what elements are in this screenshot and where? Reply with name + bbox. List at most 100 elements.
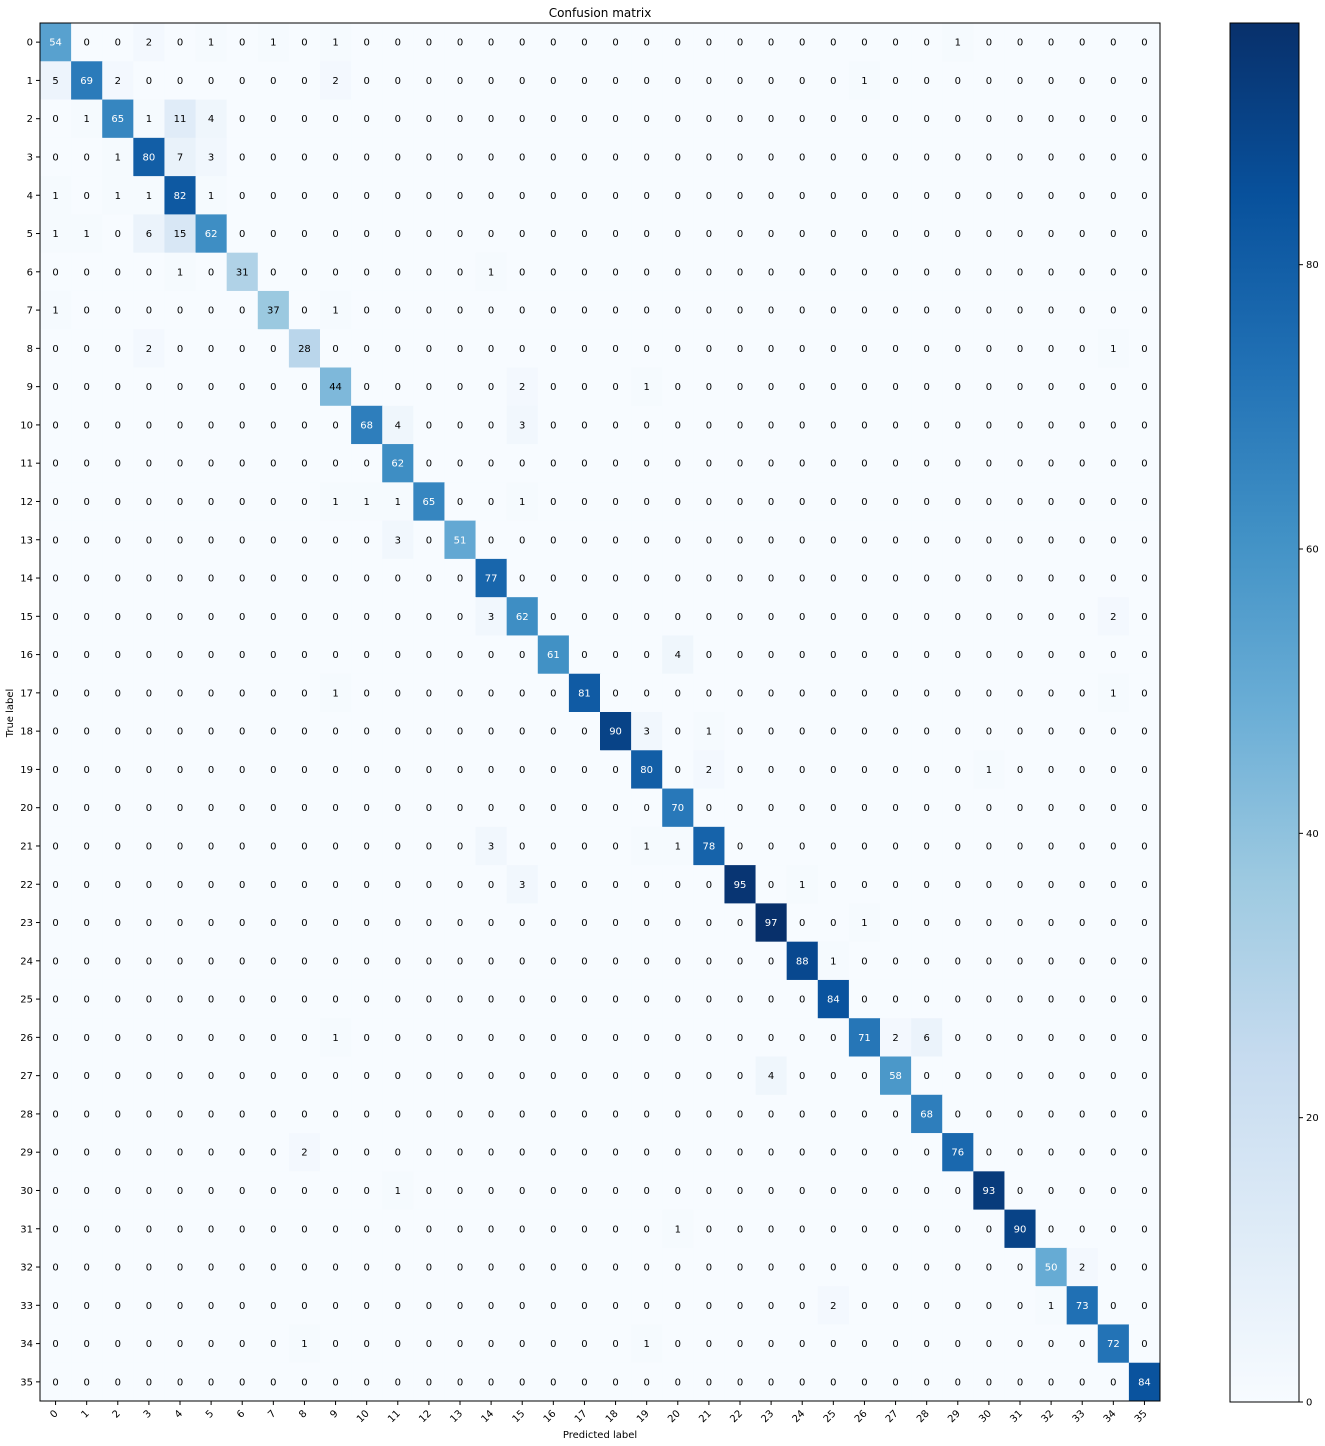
cell-value-label: 0 xyxy=(52,1186,58,1197)
cell-value-label: 1 xyxy=(332,497,338,508)
cell-value-label: 0 xyxy=(457,803,463,814)
cell-value-label: 0 xyxy=(1017,803,1023,814)
heatmap-cell xyxy=(600,252,632,292)
cell-value-label: 0 xyxy=(488,306,494,317)
cell-value-label: 0 xyxy=(146,306,152,317)
heatmap-cell xyxy=(164,558,196,598)
heatmap-cell xyxy=(164,252,196,292)
cell-value-label: 0 xyxy=(426,382,432,393)
heatmap-cell xyxy=(1066,520,1099,560)
cell-value-label: 0 xyxy=(332,459,338,470)
cell-value-label: 31 xyxy=(236,267,249,278)
cell-value-label: 0 xyxy=(643,344,649,355)
cell-value-label: 0 xyxy=(986,344,992,355)
cell-value-label: 0 xyxy=(208,765,214,776)
heatmap-cell xyxy=(164,520,196,560)
heatmap-cell xyxy=(631,597,663,636)
cell-value-label: 0 xyxy=(1017,1377,1023,1388)
cell-value-label: 0 xyxy=(488,995,494,1006)
cell-value-label: 0 xyxy=(892,803,898,814)
heatmap-cell xyxy=(133,750,165,789)
cell-value-label: 0 xyxy=(1141,1339,1147,1350)
heatmap-cell xyxy=(226,405,259,445)
cell-value-label: 0 xyxy=(83,535,89,546)
cell-value-label: 0 xyxy=(955,344,961,355)
cell-value-label: 0 xyxy=(239,38,245,49)
cell-value-label: 0 xyxy=(737,650,743,661)
cell-value-label: 0 xyxy=(768,459,774,470)
cell-value-label: 0 xyxy=(363,1186,369,1197)
cell-value-label: 0 xyxy=(519,1148,525,1159)
cell-value-label: 0 xyxy=(1079,1224,1085,1235)
cell-value-label: 0 xyxy=(892,38,898,49)
y-tick-label: 33 xyxy=(20,1301,33,1312)
cell-value-label: 0 xyxy=(1079,459,1085,470)
cell-value-label: 0 xyxy=(955,535,961,546)
heatmap-cell xyxy=(911,712,943,751)
cell-value-label: 1 xyxy=(332,1033,338,1044)
cell-value-label: 0 xyxy=(1079,1186,1085,1197)
cell-value-label: 0 xyxy=(861,1339,867,1350)
cell-value-label: 0 xyxy=(426,1263,432,1274)
heatmap-cell xyxy=(195,712,228,751)
heatmap-cell xyxy=(382,558,414,598)
heatmap-cell xyxy=(786,520,819,560)
cell-value-label: 0 xyxy=(488,535,494,546)
heatmap-cell xyxy=(880,712,912,751)
cell-value-label: 0 xyxy=(426,38,432,49)
heatmap-cell xyxy=(568,99,601,139)
cell-value-label: 0 xyxy=(177,1071,183,1082)
cell-value-label: 0 xyxy=(270,841,276,852)
heatmap-cell xyxy=(506,941,539,981)
cell-value-label: 0 xyxy=(923,344,929,355)
heatmap-cell xyxy=(475,597,508,636)
heatmap-cell xyxy=(102,865,134,904)
cell-value-label: 0 xyxy=(581,612,587,623)
cell-value-label: 84 xyxy=(1138,1377,1151,1388)
heatmap-cell xyxy=(288,290,321,330)
heatmap-cell xyxy=(1097,176,1130,215)
cell-value-label: 0 xyxy=(1017,1033,1023,1044)
cell-value-label: 62 xyxy=(391,459,404,470)
cell-value-label: 0 xyxy=(488,1301,494,1312)
cell-value-label: 0 xyxy=(1141,1224,1147,1235)
cell-value-label: 0 xyxy=(643,459,649,470)
heatmap-cell xyxy=(257,941,290,981)
heatmap-cell xyxy=(1066,137,1099,177)
heatmap-cell xyxy=(382,788,414,828)
heatmap-cell xyxy=(537,99,570,139)
heatmap-cell xyxy=(382,176,414,215)
heatmap-cell xyxy=(1097,99,1130,139)
heatmap-cell xyxy=(506,979,539,1019)
heatmap-cell xyxy=(413,482,445,522)
cell-value-label: 0 xyxy=(861,841,867,852)
cell-value-label: 0 xyxy=(519,803,525,814)
heatmap-cell xyxy=(1004,865,1036,904)
heatmap-cell xyxy=(164,290,196,330)
cell-value-label: 0 xyxy=(363,688,369,699)
cell-value-label: 0 xyxy=(612,1377,618,1388)
cell-value-label: 0 xyxy=(1048,382,1054,393)
cell-value-label: 0 xyxy=(768,306,774,317)
heatmap-cell xyxy=(568,788,601,828)
heatmap-cell xyxy=(226,520,259,560)
heatmap-cell xyxy=(1128,367,1161,407)
heatmap-cell xyxy=(475,826,508,866)
heatmap-cell xyxy=(786,673,819,713)
heatmap-cell xyxy=(320,941,352,981)
heatmap-cell xyxy=(226,290,259,330)
heatmap-cell xyxy=(786,788,819,828)
heatmap-cell xyxy=(164,176,196,215)
heatmap-cell xyxy=(506,99,539,139)
cell-value-label: 0 xyxy=(675,459,681,470)
cell-value-label: 0 xyxy=(146,688,152,699)
heatmap-cell xyxy=(662,405,694,445)
cell-value-label: 0 xyxy=(52,1339,58,1350)
heatmap-cell xyxy=(444,826,476,866)
heatmap-cell xyxy=(880,405,912,445)
heatmap-cell xyxy=(600,903,632,943)
heatmap-cell xyxy=(288,558,321,598)
heatmap-cell xyxy=(973,712,1005,751)
cell-value-label: 0 xyxy=(239,1301,245,1312)
